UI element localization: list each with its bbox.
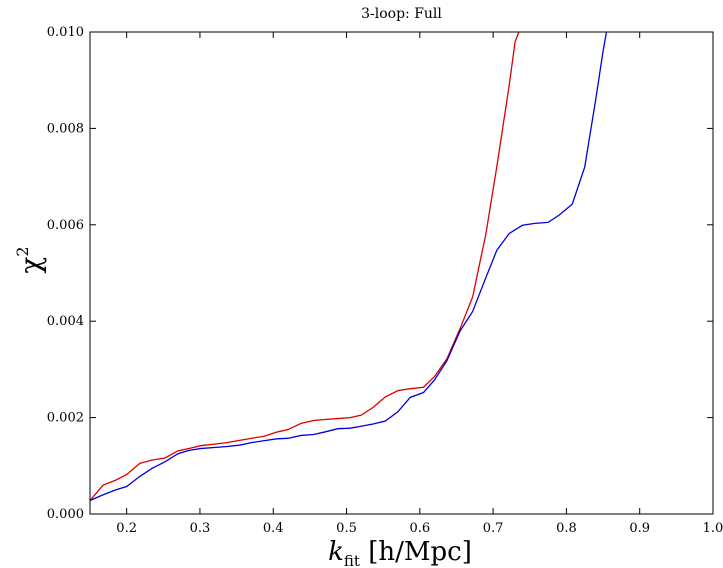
series-line-2 [90,32,608,502]
chart-title: 3-loop: Full [361,6,442,22]
x-tick-label: 0.4 [263,521,284,536]
x-tick-label: 0.5 [336,521,357,536]
y-axis-label-sup: 2 [13,246,32,256]
x-axis-label-k: k [328,537,344,567]
y-axis-label: χ2 [13,246,47,273]
y-tick-label: 0.006 [47,218,84,233]
x-tick-label: 0.3 [190,521,211,536]
x-tick-label: 0.7 [483,521,504,536]
x-tick-label: 0.8 [556,521,577,536]
series-line-1 [90,32,520,501]
y-tick-label: 0.010 [47,25,84,40]
y-axis-label-chi: χ [14,257,47,274]
x-tick-label: 0.9 [629,521,650,536]
y-tick-label: 0.000 [47,507,84,522]
x-axis-label-unit: [h/Mpc] [360,537,472,567]
x-tick-label: 0.6 [409,521,430,536]
x-tick-label: 0.2 [116,521,137,536]
y-axis: 0.000 0.002 0.004 0.006 0.008 0.010 [47,25,713,522]
x-tick-label: 1.0 [703,521,723,536]
plot-frame [89,31,714,515]
x-axis-label: kfit [h/Mpc] [328,537,472,568]
y-tick-label: 0.004 [47,314,84,329]
x-axis: 0.2 0.3 0.4 0.5 0.6 0.7 0.8 0.9 1.0 [116,32,723,536]
y-tick-label: 0.002 [47,411,84,426]
series-layer [90,32,608,502]
y-tick-label: 0.008 [47,121,84,136]
x-axis-label-sub: fit [344,552,360,568]
